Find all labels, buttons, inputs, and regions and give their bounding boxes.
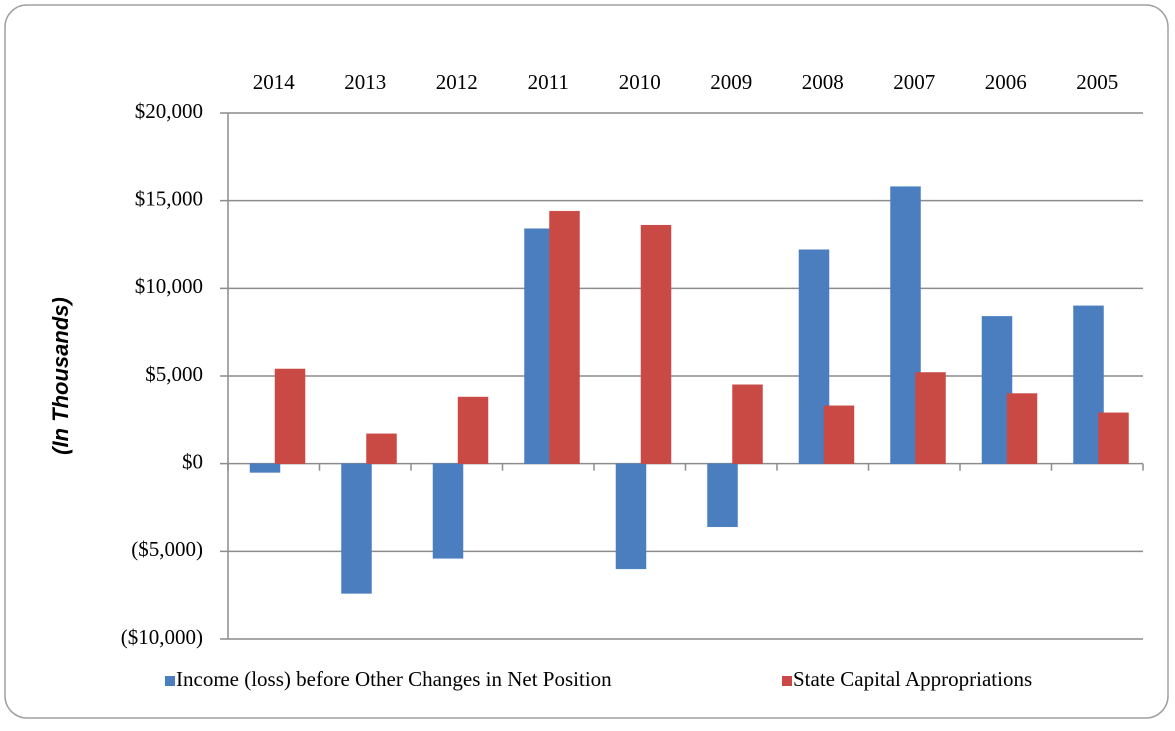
x-tick-label: 2010: [619, 70, 661, 94]
legend-swatch: [782, 676, 792, 686]
bar: [823, 405, 855, 464]
chart-border: [4, 4, 1169, 719]
y-tick-label: $15,000: [135, 186, 203, 210]
bar: [274, 368, 306, 464]
bar: [249, 463, 281, 473]
bar: [366, 433, 397, 464]
legend-label: Income (loss) before Other Changes in Ne…: [176, 667, 612, 691]
x-tick-label: 2005: [1076, 70, 1118, 94]
x-tick-label: 2009: [710, 70, 752, 94]
bar: [732, 384, 763, 464]
x-tick-label: 2013: [344, 70, 386, 94]
bar: [707, 463, 738, 528]
x-tick-label: 2006: [985, 70, 1027, 94]
y-tick-label: $5,000: [145, 362, 203, 386]
y-tick-label: ($5,000): [131, 537, 203, 561]
legend-swatch: [165, 676, 175, 686]
bar: [457, 396, 489, 464]
bar: [549, 210, 580, 464]
bar: [1098, 412, 1129, 464]
bar: [432, 463, 464, 559]
x-tick-label: 2008: [802, 70, 844, 94]
bar: [1006, 393, 1038, 464]
x-tick-label: 2011: [528, 70, 569, 94]
bar: [341, 463, 372, 594]
bar: [915, 372, 946, 464]
x-tick-label: 2012: [436, 70, 478, 94]
y-tick-label: $20,000: [135, 99, 203, 123]
y-axis-label: (In Thousands): [48, 297, 73, 455]
y-tick-label: $0: [182, 449, 203, 473]
y-tick-label: ($10,000): [121, 625, 203, 649]
legend-label: State Capital Appropriations: [793, 667, 1032, 691]
bar: [615, 463, 647, 570]
bar: [640, 224, 672, 464]
y-tick-label: $10,000: [135, 274, 203, 298]
x-tick-label: 2007: [893, 70, 935, 94]
x-tick-label: 2014: [253, 70, 296, 94]
